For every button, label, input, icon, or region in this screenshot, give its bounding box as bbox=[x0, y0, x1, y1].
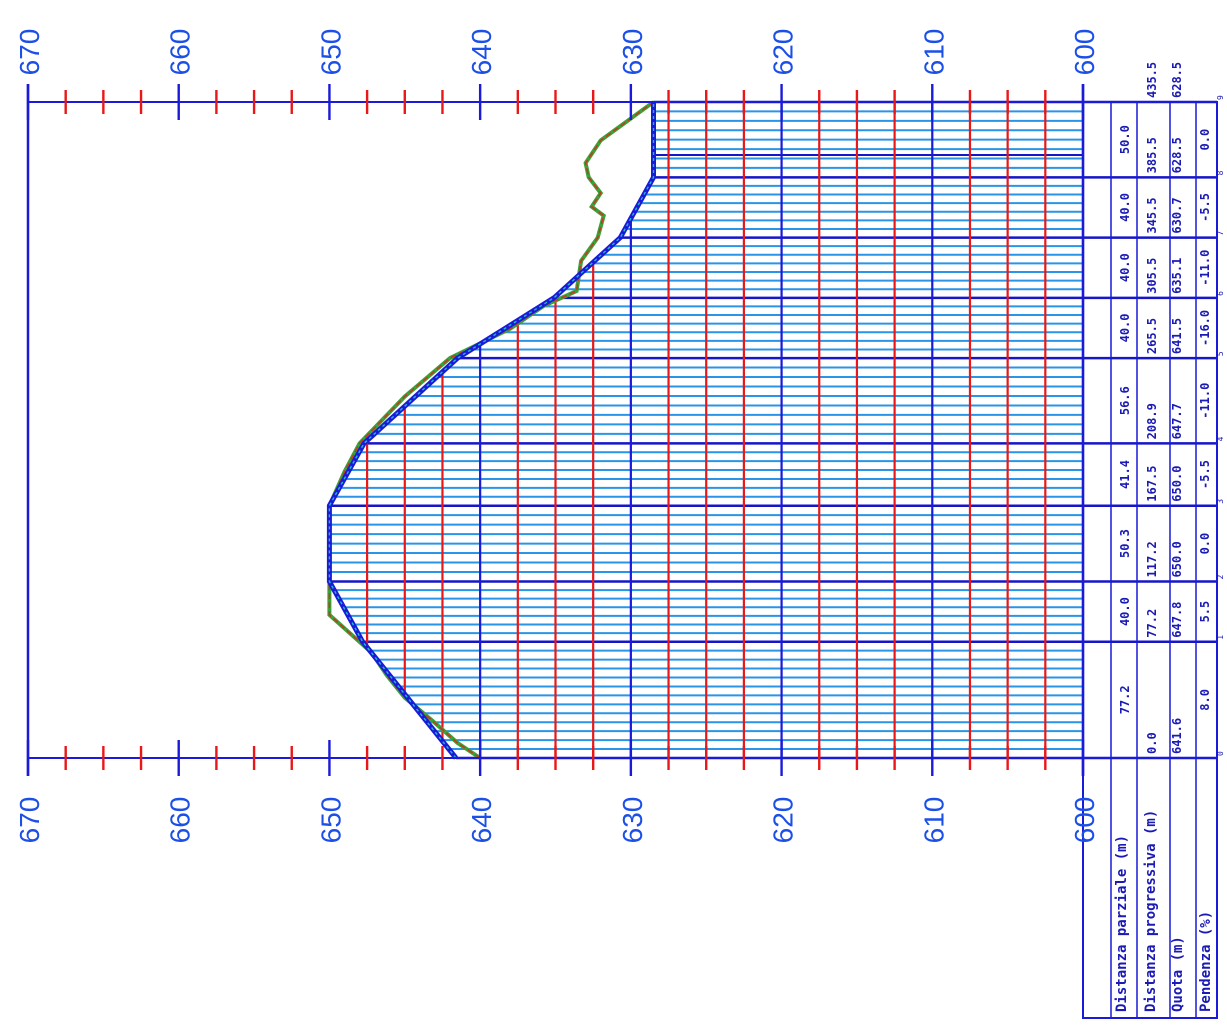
progressive-value: 167.5 bbox=[1145, 466, 1159, 502]
bottom-scale-label: 600 bbox=[1069, 797, 1100, 844]
slope-value: -11.0 bbox=[1198, 250, 1212, 286]
station-index: 1 bbox=[1216, 635, 1225, 640]
top-scale-label: 620 bbox=[768, 29, 799, 76]
quota-value: 641.6 bbox=[1170, 718, 1184, 754]
station-index: 4 bbox=[1216, 436, 1225, 441]
partial-distance-value: 40.0 bbox=[1118, 253, 1132, 282]
elevation-gridlines bbox=[328, 102, 1085, 758]
station-index: 5 bbox=[1216, 351, 1225, 356]
slope-value: 8.0 bbox=[1198, 689, 1212, 711]
station-index: 8 bbox=[1216, 170, 1225, 175]
progressive-value: 265.5 bbox=[1145, 318, 1159, 354]
quota-value: 650.0 bbox=[1170, 541, 1184, 577]
progressive-value: 208.9 bbox=[1145, 403, 1159, 439]
progressive-value: 0.0 bbox=[1145, 732, 1159, 754]
progressive-value: 77.2 bbox=[1145, 609, 1159, 638]
top-scale-label: 640 bbox=[466, 29, 497, 76]
progressive-value: 435.5 bbox=[1145, 62, 1159, 98]
bottom-scale-label: 640 bbox=[466, 797, 497, 844]
slope-value: 0.0 bbox=[1198, 533, 1212, 555]
progressive-value: 305.5 bbox=[1145, 258, 1159, 294]
station-index: 7 bbox=[1216, 231, 1225, 236]
quota-value: 635.1 bbox=[1170, 258, 1184, 294]
table-header: Distanza progressiva (m) bbox=[1143, 810, 1159, 1012]
bottom-scale-label: 620 bbox=[768, 797, 799, 844]
slope-value: -5.5 bbox=[1198, 460, 1212, 489]
bottom-scale-label: 670 bbox=[14, 797, 45, 844]
top-scale-label: 670 bbox=[14, 29, 45, 76]
partial-distance-value: 50.3 bbox=[1118, 529, 1132, 558]
partial-distance-value: 56.6 bbox=[1118, 386, 1132, 415]
top-scale-label: 650 bbox=[315, 29, 346, 76]
quota-value: 628.5 bbox=[1170, 137, 1184, 173]
table-header: Quota (m) bbox=[1170, 936, 1186, 1012]
station-index: 3 bbox=[1216, 499, 1225, 504]
quota-value: 647.7 bbox=[1170, 403, 1184, 439]
top-scale-label: 610 bbox=[918, 29, 949, 76]
table-header: Distanza parziale (m) bbox=[1114, 835, 1130, 1012]
bottom-scale-label: 630 bbox=[617, 797, 648, 844]
profile-lines bbox=[326, 100, 656, 760]
design-line-overlay bbox=[328, 102, 655, 759]
slope-value: -16.0 bbox=[1198, 310, 1212, 346]
slope-value: -5.5 bbox=[1198, 193, 1212, 222]
station-verticals bbox=[329, 100, 1217, 760]
table-header: Pendenza (%) bbox=[1198, 911, 1214, 1012]
slope-value: 5.5 bbox=[1198, 601, 1212, 623]
station-index: 9 bbox=[1216, 95, 1225, 100]
quota-value: 647.8 bbox=[1170, 602, 1184, 638]
station-index: 0 bbox=[1216, 751, 1225, 756]
quota-value: 630.7 bbox=[1170, 197, 1184, 233]
bottom-scale-label: 650 bbox=[315, 797, 346, 844]
quota-value: 628.5 bbox=[1170, 62, 1184, 98]
top-scale-label: 660 bbox=[165, 29, 196, 76]
station-index: 2 bbox=[1216, 574, 1225, 579]
slope-value: 0.0 bbox=[1198, 129, 1212, 151]
quota-value: 641.5 bbox=[1170, 318, 1184, 354]
scale-labels: 670 670 660 660 650 650 640 640 630 630 620 620 610 6… bbox=[14, 29, 1100, 844]
quota-value: 650.0 bbox=[1170, 466, 1184, 502]
bottom-scale-label: 660 bbox=[165, 797, 196, 844]
partial-distance-value: 41.4 bbox=[1118, 460, 1132, 489]
partial-distance-value: 77.2 bbox=[1118, 685, 1132, 714]
slope-value: -11.0 bbox=[1198, 383, 1212, 419]
partial-distance-value: 40.0 bbox=[1118, 313, 1132, 342]
partial-distance-value: 40.0 bbox=[1118, 597, 1132, 626]
top-scale-label: 630 bbox=[617, 29, 648, 76]
bottom-scale-label: 610 bbox=[918, 797, 949, 844]
profile-data-table: Distanza parziale (m) Distanza progressiv… bbox=[1082, 62, 1225, 1019]
partial-distance-value: 40.0 bbox=[1118, 193, 1132, 222]
progressive-value: 385.5 bbox=[1145, 137, 1159, 173]
progressive-value: 345.5 bbox=[1145, 197, 1159, 233]
progressive-value: 117.2 bbox=[1145, 541, 1159, 577]
top-scale-label: 600 bbox=[1069, 29, 1100, 76]
frame-and-scales bbox=[26, 84, 1085, 776]
partial-distance-value: 50.0 bbox=[1118, 125, 1132, 154]
station-index: 6 bbox=[1216, 291, 1225, 296]
